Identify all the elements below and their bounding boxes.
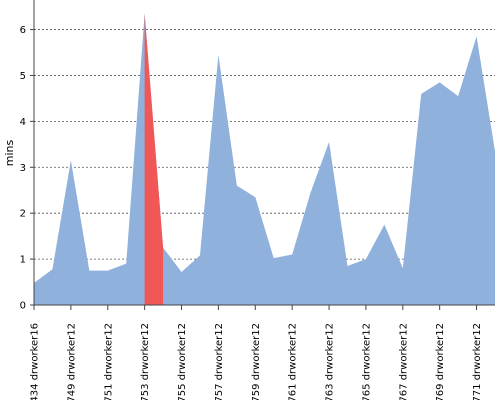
x-tick-label: #6761 drworker12 [288,323,299,400]
x-tick-label: #6765 drworker12 [361,323,372,400]
x-tick-label: #6749 drworker12 [66,323,77,400]
axes [30,0,495,310]
x-tick-label: #4434 drworker16 [30,323,41,400]
x-tick-label: #6763 drworker12 [325,323,336,400]
y-tick-label: 2 [20,209,26,220]
x-tick-label: #6755 drworker12 [177,323,188,400]
y-tick-label: 5 [20,71,26,82]
x-tick-label: #6769 drworker12 [435,323,446,400]
y-tick-label: 1 [20,255,26,266]
y-tick-label: 4 [20,117,26,128]
x-tick-label: #6751 drworker12 [103,323,114,400]
y-tick-label: 6 [20,25,26,36]
x-tick-label: #6753 drworker12 [140,323,151,400]
y-tick-label: 3 [20,163,26,174]
x-tick-label: #6757 drworker12 [214,323,225,400]
y-axis-title: mins [3,139,16,166]
highlighted-segment [144,13,164,306]
x-tick-label: #6767 drworker12 [398,323,409,400]
y-tick-label: 0 [20,301,26,312]
x-tick-labels: #4434 drworker16 #6749 drworker12 #6751 dr… [30,323,484,400]
area-fill [34,13,495,306]
x-tick-label: #6771 drworker12 [472,323,483,400]
y-tick-labels: 0 1 2 3 4 5 6 [20,25,26,311]
area-series [34,13,495,306]
x-tick-label: #6759 drworker12 [251,323,262,400]
